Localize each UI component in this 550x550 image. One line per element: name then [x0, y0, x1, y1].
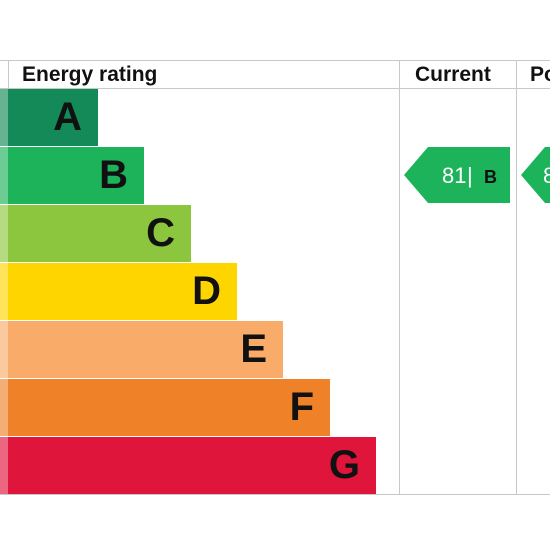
band-letter-f: F — [289, 385, 314, 429]
energy-rating-header: Energy rating — [22, 63, 158, 86]
left-column-divider — [8, 60, 9, 89]
potential-score: 8 — [543, 163, 550, 188]
band-c: C — [0, 205, 191, 262]
band-edge-c — [0, 205, 8, 262]
band-edge-f — [0, 379, 8, 436]
header-divider — [0, 88, 550, 89]
band-d: D — [0, 263, 237, 320]
band-letter-b: B — [99, 153, 128, 197]
band-edge-g — [0, 437, 8, 494]
current-score: 81 — [442, 163, 466, 188]
band-f: F — [0, 379, 330, 436]
potential-rating-marker: 8 — [521, 147, 550, 203]
bottom-border — [0, 494, 550, 495]
current-column-divider — [399, 60, 400, 495]
potential-column-divider — [516, 60, 517, 495]
top-border — [0, 60, 550, 61]
band-e: E — [0, 321, 283, 378]
band-a: A — [0, 89, 98, 146]
potential-header: Po — [530, 63, 550, 86]
band-letter-e: E — [240, 327, 267, 371]
current-header: Current — [415, 63, 491, 86]
band-letter-a: A — [53, 95, 82, 139]
current-band: B — [484, 167, 497, 187]
current-marker-arrow: 81 | B — [404, 147, 510, 203]
band-letter-d: D — [192, 269, 221, 313]
potential-marker-arrow: 8 — [521, 147, 550, 203]
band-edge-e — [0, 321, 8, 378]
band-b: B — [0, 147, 144, 204]
current-separator: | — [467, 163, 473, 188]
band-letter-g: G — [328, 443, 360, 487]
band-edge-d — [0, 263, 8, 320]
band-edge-b — [0, 147, 8, 204]
band-letter-c: C — [146, 211, 175, 255]
current-rating-marker: 81 | B — [404, 147, 510, 203]
band-edge-a — [0, 89, 8, 146]
band-g: G — [0, 437, 376, 494]
